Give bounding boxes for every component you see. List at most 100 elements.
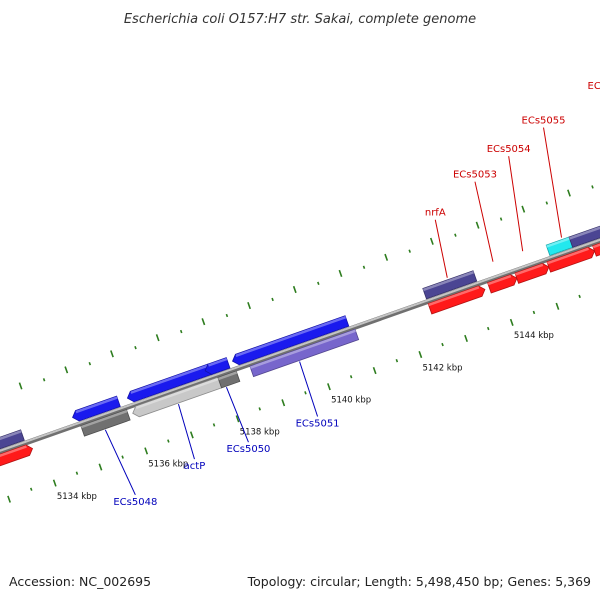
gene-label-ECs5051[interactable]: ECs5051 bbox=[296, 418, 340, 429]
leader-line bbox=[177, 403, 195, 460]
tick-mark bbox=[384, 253, 389, 261]
gene-g-ECs5056[interactable] bbox=[592, 218, 600, 257]
gene-highlight bbox=[0, 445, 27, 458]
gene-g-left-red[interactable] bbox=[0, 444, 34, 473]
tick-mark bbox=[545, 201, 549, 205]
gene-label-ECs5054[interactable]: ECs5054 bbox=[487, 144, 531, 155]
tick-mark bbox=[281, 399, 286, 407]
tick-mark bbox=[408, 249, 411, 253]
gene-g-ECs5053[interactable] bbox=[487, 274, 518, 294]
gene-body[interactable] bbox=[427, 285, 486, 315]
leader-line bbox=[225, 387, 249, 443]
gene-g-ECs5050[interactable] bbox=[204, 357, 231, 375]
gene-body[interactable] bbox=[546, 246, 596, 273]
gene-g-nrfA[interactable] bbox=[427, 285, 486, 315]
tick-mark bbox=[258, 407, 261, 411]
tick-mark bbox=[64, 366, 69, 374]
gene-highlight bbox=[217, 371, 238, 381]
gene-label-actP[interactable]: actP bbox=[184, 461, 206, 472]
tick-mark bbox=[212, 423, 216, 427]
gene-highlight bbox=[135, 377, 219, 410]
tick-mark bbox=[75, 471, 79, 475]
topology-text: Topology: circular; Length: 5,498,450 bp… bbox=[247, 574, 591, 589]
tick-mark bbox=[121, 455, 124, 459]
gene-g-ECs5054[interactable] bbox=[514, 262, 550, 284]
tick-mark bbox=[247, 302, 252, 310]
leader-line bbox=[104, 429, 136, 496]
gene-highlight bbox=[130, 364, 209, 394]
tick-mark bbox=[499, 217, 503, 221]
scale-label: 5134 kbp bbox=[57, 492, 97, 502]
gene-body[interactable] bbox=[80, 409, 131, 437]
gene-body[interactable] bbox=[217, 370, 241, 389]
tick-mark bbox=[578, 294, 581, 299]
tick-mark bbox=[42, 378, 46, 382]
tick-mark bbox=[521, 205, 526, 213]
gene-g-upper-left[interactable] bbox=[0, 429, 25, 458]
gene-highlight bbox=[249, 329, 356, 369]
leader-line bbox=[508, 156, 524, 252]
gene-g-ECs5051-lower[interactable] bbox=[249, 328, 360, 378]
gene-label-ECs5056[interactable]: ECs5056 bbox=[588, 81, 600, 92]
gene-body[interactable] bbox=[232, 315, 350, 366]
gene-body[interactable] bbox=[422, 270, 478, 300]
gene-g-ECs5048-lower[interactable] bbox=[80, 409, 131, 437]
scale-label: 5142 kbp bbox=[422, 363, 462, 373]
gene-highlight bbox=[547, 247, 589, 265]
tick-mark bbox=[418, 350, 423, 359]
gene-label-nrfA[interactable]: nrfA bbox=[425, 208, 446, 219]
gene-label-ECs5050[interactable]: ECs5050 bbox=[226, 444, 270, 455]
gene-highlight bbox=[487, 274, 512, 286]
tick-mark bbox=[155, 334, 160, 342]
tick-mark bbox=[349, 375, 353, 379]
gene-highlight bbox=[428, 286, 480, 307]
gene-g-ECs5056-upper[interactable] bbox=[568, 225, 600, 248]
tick-mark bbox=[225, 313, 229, 318]
gene-body[interactable] bbox=[0, 429, 25, 458]
tick-mark bbox=[167, 439, 170, 443]
gene-highlight bbox=[208, 357, 228, 367]
tick-mark bbox=[29, 487, 33, 491]
gene-g-nrfA-upper[interactable] bbox=[422, 270, 478, 300]
gene-highlight bbox=[546, 237, 570, 248]
tick-mark bbox=[567, 189, 571, 197]
leader-line bbox=[474, 181, 494, 262]
accession-text: Accession: NC_002695 bbox=[9, 574, 152, 589]
tick-mark bbox=[509, 318, 514, 326]
gene-body[interactable] bbox=[204, 357, 231, 375]
gene-label-ECs5048[interactable]: ECs5048 bbox=[113, 497, 157, 508]
gene-body[interactable] bbox=[487, 274, 518, 294]
tick-mark bbox=[271, 297, 274, 302]
tick-mark bbox=[144, 447, 149, 455]
gene-g-ECs5050-lower[interactable] bbox=[217, 370, 241, 389]
leader-line bbox=[434, 219, 448, 278]
tick-mark bbox=[591, 185, 594, 189]
tick-mark bbox=[134, 345, 137, 350]
gene-body[interactable] bbox=[72, 395, 121, 422]
gene-body[interactable] bbox=[0, 444, 34, 473]
tick-mark bbox=[179, 329, 183, 334]
tick-mark bbox=[98, 463, 103, 471]
backbone-line bbox=[0, 238, 600, 452]
gene-label-ECs5053[interactable]: ECs5053 bbox=[453, 170, 497, 181]
tick-mark bbox=[7, 495, 11, 503]
backbone-shadow bbox=[0, 238, 600, 455]
gene-label-ECs5055[interactable]: ECs5055 bbox=[522, 116, 566, 127]
tick-mark bbox=[362, 265, 366, 269]
gene-g-ECs5048[interactable] bbox=[72, 395, 121, 422]
gene-highlight bbox=[515, 263, 544, 276]
gene-body[interactable] bbox=[514, 262, 550, 284]
gene-highlight bbox=[569, 226, 600, 240]
tick-mark bbox=[317, 281, 320, 286]
tick-mark bbox=[486, 326, 490, 331]
leader-line bbox=[543, 127, 563, 238]
gene-body[interactable] bbox=[249, 328, 360, 378]
gene-highlight bbox=[422, 271, 474, 292]
tick-mark bbox=[235, 415, 240, 423]
tick-mark bbox=[395, 358, 399, 363]
tick-mark bbox=[201, 318, 206, 326]
scale-label: 5144 kbp bbox=[514, 331, 554, 341]
genes-layer bbox=[0, 218, 600, 473]
gene-g-ECs5055[interactable] bbox=[546, 246, 596, 273]
gene-g-ECs5051[interactable] bbox=[232, 315, 350, 366]
